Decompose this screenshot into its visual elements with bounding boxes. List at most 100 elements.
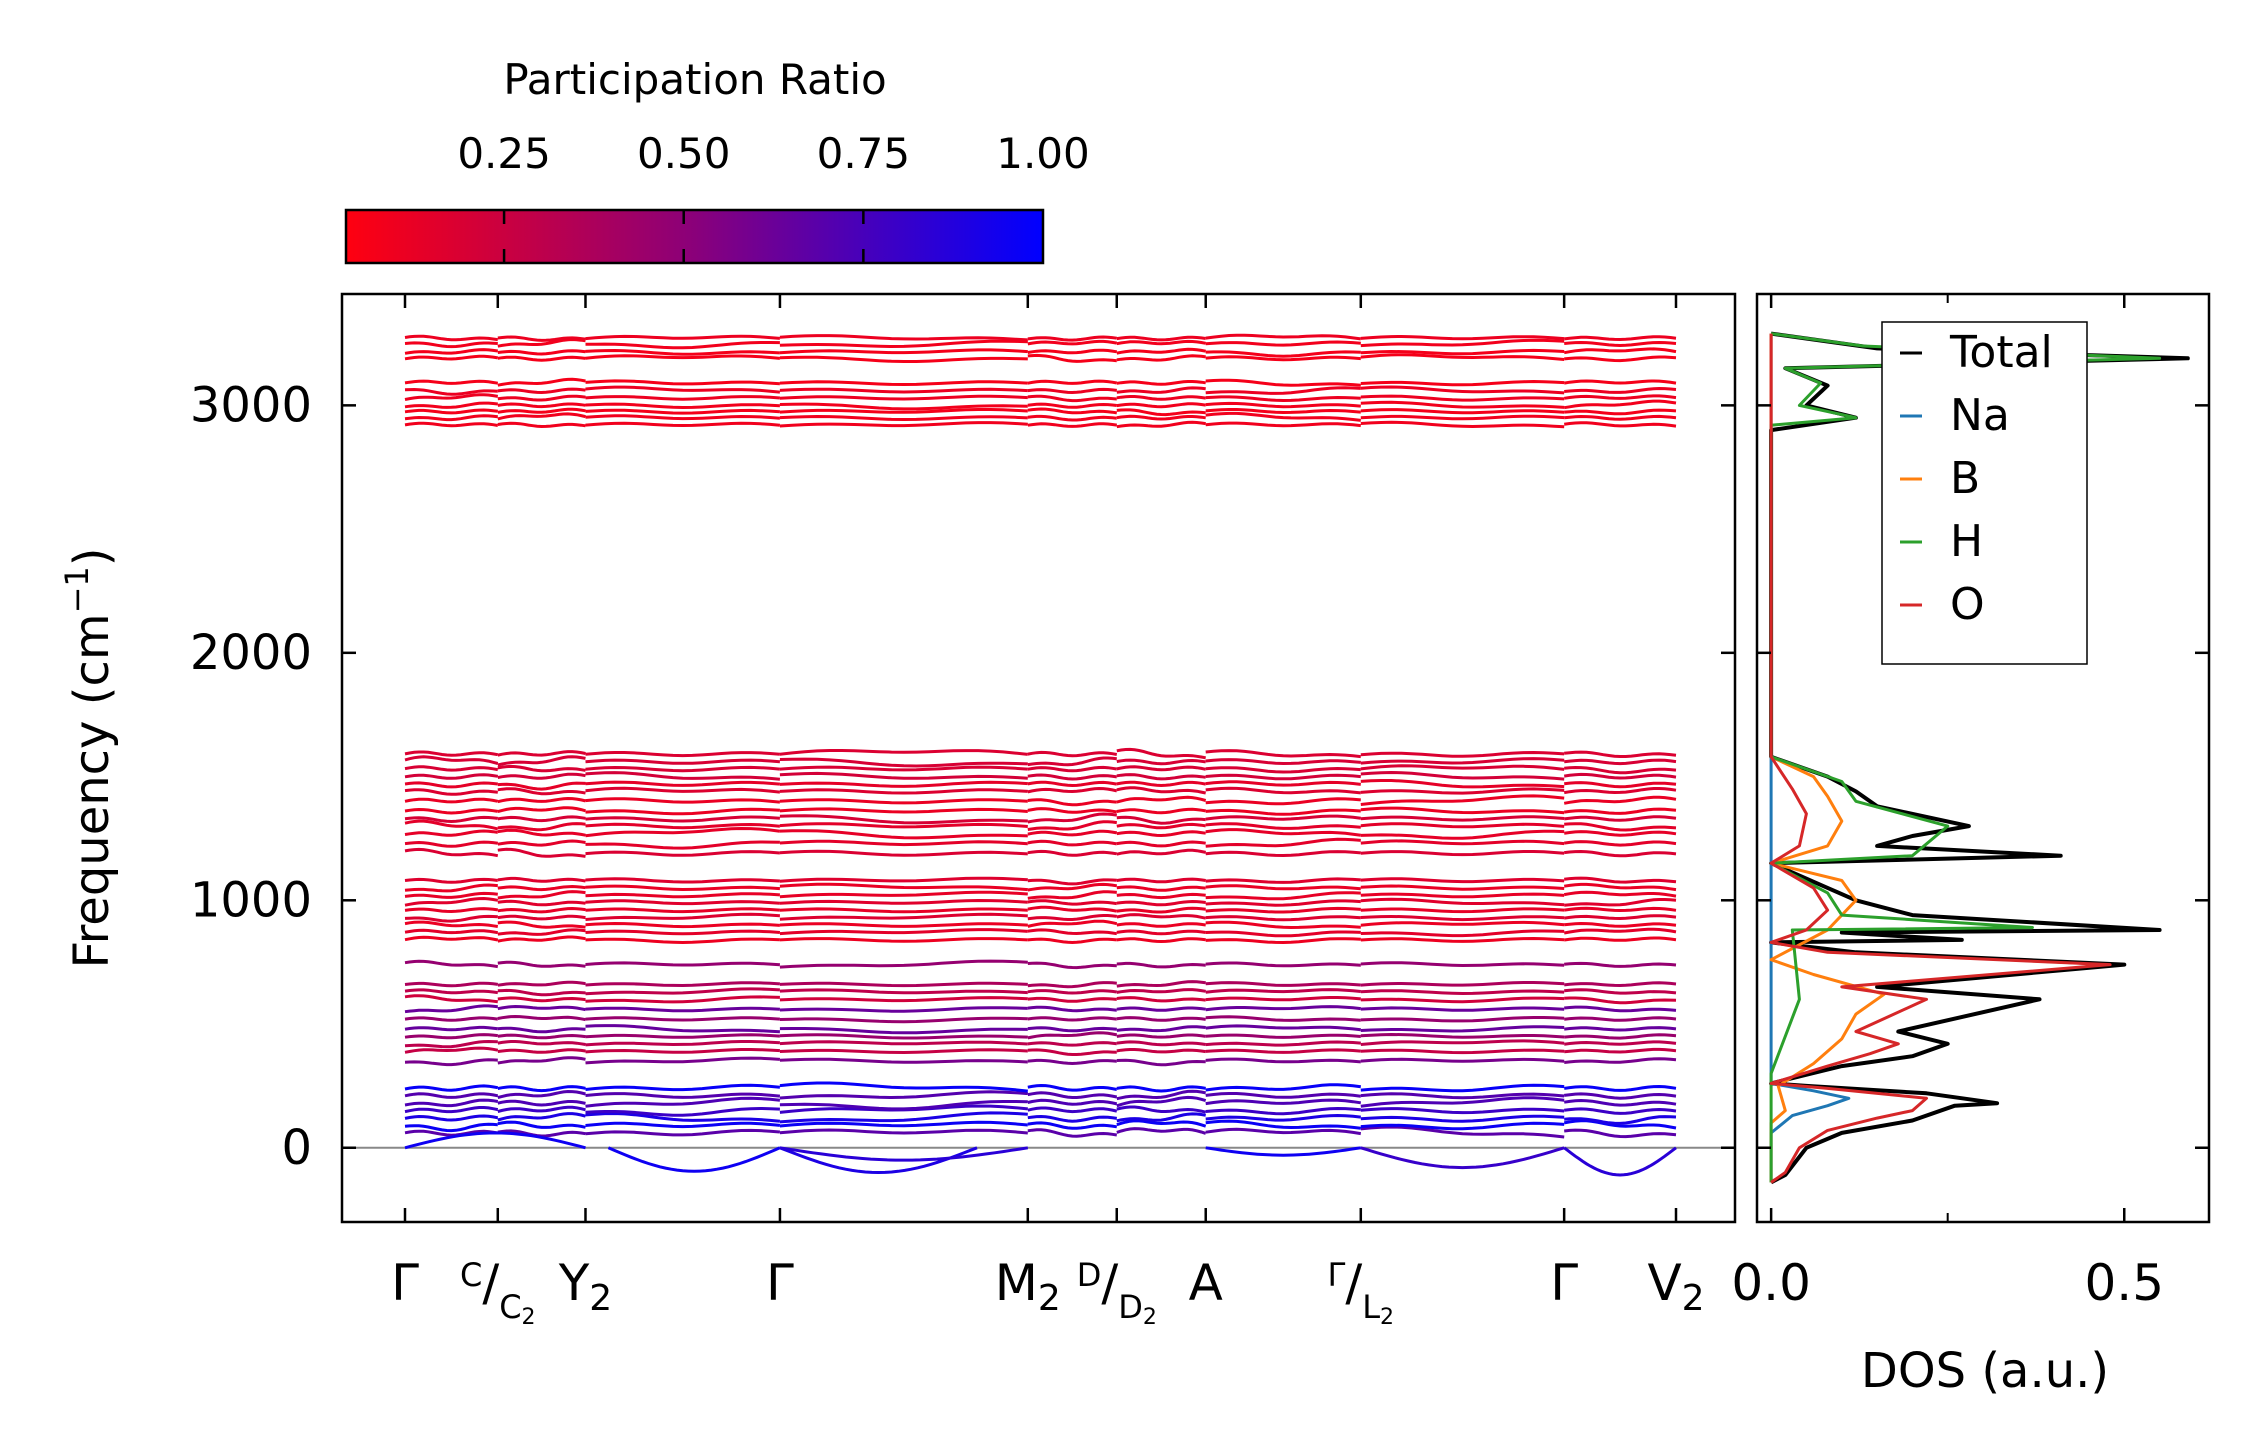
- acoustic-band: [779, 1146, 1029, 1162]
- band-line: [585, 1092, 781, 1099]
- band-line: [779, 1111, 1028, 1124]
- dos-axes-frame: [1755, 292, 2211, 1224]
- band-structure-panel: 0 1000 2000 3000 Γ C/C2 Y2 Γ M2D/D2 A Γ/L2 Γ V2 Fre…: [58, 292, 1737, 1330]
- band-line: [779, 380, 1028, 387]
- band-line: [1564, 830, 1677, 837]
- band-line: [1205, 1040, 1361, 1047]
- y-axis-label: Frequency (cm−1): [58, 547, 120, 968]
- band-line: [1564, 1005, 1677, 1013]
- band-line: [1116, 402, 1206, 409]
- band-line: [779, 882, 1028, 892]
- band-line: [1564, 765, 1677, 775]
- dos-curve-total: [1769, 331, 2190, 1185]
- band-line: [1205, 850, 1361, 858]
- band-line: [585, 771, 781, 781]
- band-line: [404, 334, 498, 342]
- band-line: [1564, 355, 1677, 363]
- band-line: [779, 981, 1028, 988]
- k-point-label: D/D2: [1077, 1254, 1157, 1330]
- band-line: [1027, 905, 1118, 913]
- colorbar-tick-label: 0.50: [637, 129, 731, 178]
- band-line: [1116, 414, 1206, 421]
- band-line: [1205, 1106, 1361, 1116]
- band-line: [1205, 814, 1361, 821]
- band-line: [585, 877, 780, 884]
- band-line: [1360, 929, 1565, 938]
- band-line: [1360, 1057, 1565, 1063]
- band-line: [585, 1128, 781, 1137]
- band-line: [1360, 920, 1565, 927]
- band-line: [1564, 421, 1677, 428]
- band-line: [1564, 750, 1677, 758]
- band-line: [1360, 1083, 1565, 1093]
- band-line: [779, 334, 1028, 342]
- band-line: [585, 414, 781, 421]
- band-line: [404, 819, 499, 831]
- band-line: [1027, 820, 1117, 831]
- band-line: [1116, 1095, 1207, 1108]
- dos-curve-o: [1769, 333, 2112, 1184]
- band-line: [1205, 808, 1361, 816]
- band-line: [497, 796, 586, 804]
- band-line: [585, 786, 781, 794]
- band-line: [497, 980, 586, 987]
- band-line: [404, 815, 498, 824]
- band-line: [1360, 1125, 1565, 1139]
- band-line: [1360, 897, 1565, 907]
- band-line: [1027, 989, 1117, 995]
- band-line: [1116, 980, 1206, 988]
- band-line: [404, 1098, 499, 1108]
- band-line: [585, 765, 781, 773]
- band-line: [497, 847, 586, 858]
- band-line: [404, 750, 499, 757]
- band-line: [497, 928, 586, 936]
- legend-label: B: [1950, 453, 1980, 504]
- band-line: [1027, 1083, 1118, 1092]
- band-line: [1360, 408, 1565, 415]
- band-line: [404, 959, 499, 969]
- band-line: [585, 921, 780, 929]
- band-line: [1205, 996, 1361, 1002]
- k-point-label: Γ: [391, 1254, 419, 1312]
- band-line: [1205, 411, 1361, 422]
- band-line: [497, 822, 586, 832]
- band-line: [404, 807, 499, 815]
- band-line: [1116, 339, 1206, 346]
- band-line: [1205, 930, 1361, 938]
- band-line: [1205, 1005, 1361, 1012]
- band-line: [1027, 353, 1117, 363]
- band-line: [404, 1058, 498, 1067]
- band-line: [404, 765, 499, 772]
- band-line: [404, 840, 498, 848]
- band-line: [404, 914, 498, 923]
- acoustic-band: [1563, 1146, 1677, 1177]
- band-line: [1563, 379, 1677, 385]
- band-line: [1027, 765, 1118, 773]
- band-line: [1205, 1033, 1361, 1039]
- band-line: [1205, 355, 1361, 362]
- band-line: [1360, 989, 1565, 996]
- band-line: [1027, 899, 1117, 906]
- band-line: [585, 961, 781, 967]
- band-line: [585, 1083, 781, 1092]
- band-line: [497, 1099, 586, 1107]
- legend-label: Total: [1949, 327, 2053, 378]
- band-line: [1116, 848, 1207, 856]
- band-line: [585, 840, 780, 850]
- band-line: [585, 995, 780, 1004]
- band-line: [1116, 1025, 1206, 1033]
- band-line: [1116, 1105, 1207, 1114]
- band-line: [779, 1040, 1028, 1046]
- band-line: [1027, 414, 1117, 422]
- band-line: [1116, 961, 1206, 969]
- band-line: [1360, 1096, 1565, 1108]
- band-line: [497, 755, 586, 767]
- band-line: [1360, 839, 1565, 846]
- band-line: [1360, 996, 1565, 1004]
- band-line: [1564, 822, 1677, 832]
- band-line: [1205, 837, 1361, 848]
- band-line: [1027, 1098, 1118, 1106]
- band-line: [497, 394, 586, 402]
- band-line: [1116, 408, 1206, 417]
